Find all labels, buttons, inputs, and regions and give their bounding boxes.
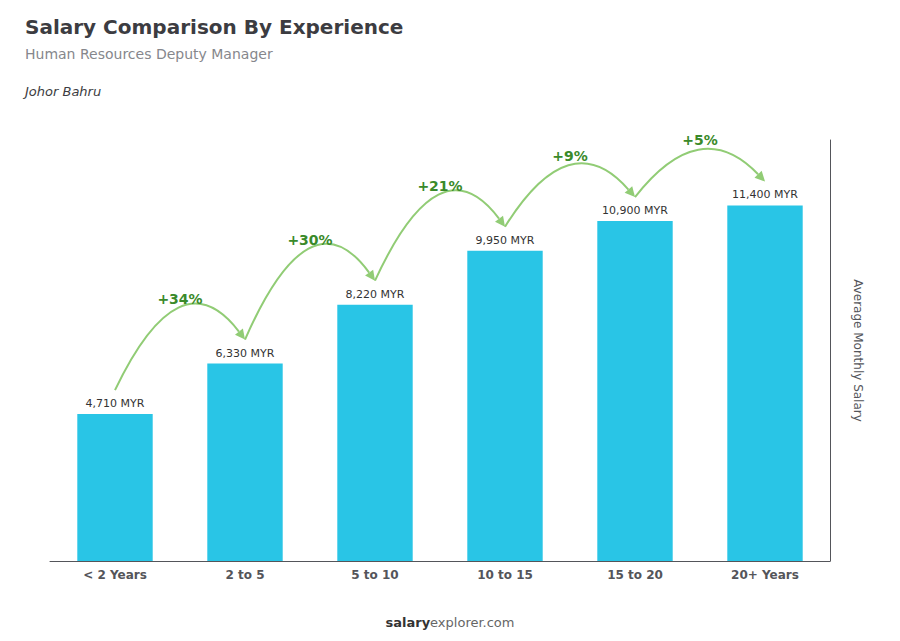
svg-text:5 to 10: 5 to 10 bbox=[351, 568, 398, 582]
svg-text:2 to 5: 2 to 5 bbox=[225, 568, 264, 582]
svg-text:11,400 MYR: 11,400 MYR bbox=[732, 188, 798, 201]
svg-text:6,330 MYR: 6,330 MYR bbox=[216, 347, 275, 360]
svg-text:< 2 Years: < 2 Years bbox=[83, 568, 147, 582]
svg-text:Average Monthly Salary: Average Monthly Salary bbox=[851, 279, 865, 422]
svg-text:10 to 15: 10 to 15 bbox=[477, 568, 533, 582]
svg-text:10,900 MYR: 10,900 MYR bbox=[602, 204, 668, 217]
svg-text:+21%: +21% bbox=[417, 178, 462, 194]
svg-text:+30%: +30% bbox=[287, 232, 332, 248]
svg-text:+34%: +34% bbox=[157, 291, 202, 307]
svg-text:explorer.com: explorer.com bbox=[430, 615, 514, 630]
svg-text:8,220 MYR: 8,220 MYR bbox=[346, 288, 405, 301]
svg-text:+5%: +5% bbox=[682, 132, 718, 148]
svg-text:Human Resources Deputy Manager: Human Resources Deputy Manager bbox=[25, 46, 273, 62]
svg-text:+9%: +9% bbox=[552, 148, 588, 164]
svg-text:20+ Years: 20+ Years bbox=[731, 568, 799, 582]
svg-text:salary: salary bbox=[385, 615, 430, 630]
svg-text:Salary Comparison By Experienc: Salary Comparison By Experience bbox=[25, 15, 403, 39]
svg-text:9,950 MYR: 9,950 MYR bbox=[476, 234, 535, 247]
svg-text:Johor Bahru: Johor Bahru bbox=[22, 84, 101, 99]
svg-text:15 to 20: 15 to 20 bbox=[607, 568, 663, 582]
svg-text:4,710 MYR: 4,710 MYR bbox=[86, 397, 145, 410]
